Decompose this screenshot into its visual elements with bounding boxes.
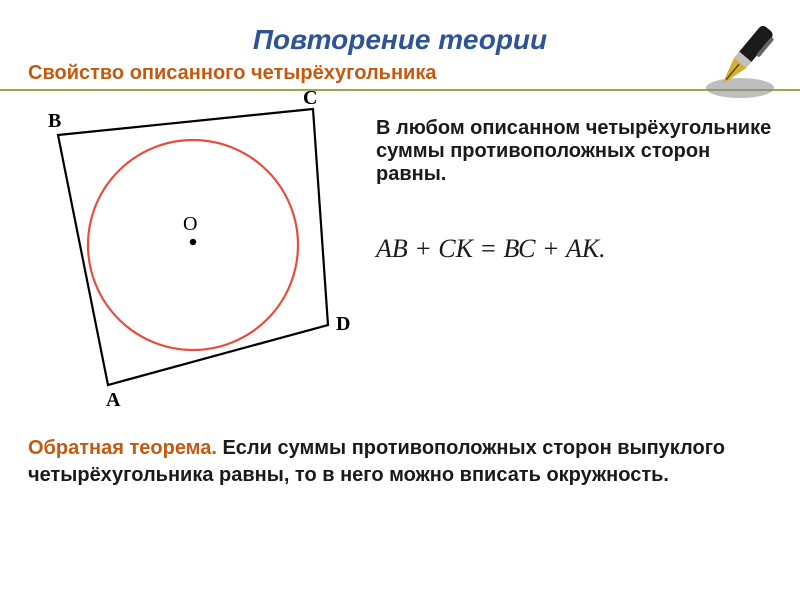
reverse-theorem: Обратная теорема. Если суммы противополо… xyxy=(0,405,800,489)
pen-icon xyxy=(690,10,790,110)
vertex-label-c: C xyxy=(303,87,317,110)
formula: АВ + СК = ВС + АК. xyxy=(376,234,772,264)
center-point xyxy=(190,239,196,245)
center-label: О xyxy=(183,213,197,236)
page-title: Повторение теории xyxy=(0,0,800,56)
theorem-text: В любом описанном четырёхугольнике суммы… xyxy=(376,117,772,186)
page-subtitle: Свойство описанного четырёхугольника xyxy=(0,56,800,85)
geometry-diagram: B C D A О xyxy=(28,105,358,405)
pen-shadow xyxy=(706,78,774,98)
quadrilateral xyxy=(58,109,328,385)
vertex-label-b: B xyxy=(48,110,61,133)
content-row: B C D A О В любом описанном четырёхуголь… xyxy=(0,105,800,405)
underline xyxy=(0,89,800,91)
reverse-theorem-label: Обратная теорема. xyxy=(28,437,217,459)
text-column: В любом описанном четырёхугольнике суммы… xyxy=(358,105,772,405)
vertex-label-d: D xyxy=(336,313,350,336)
vertex-label-a: A xyxy=(106,389,120,412)
